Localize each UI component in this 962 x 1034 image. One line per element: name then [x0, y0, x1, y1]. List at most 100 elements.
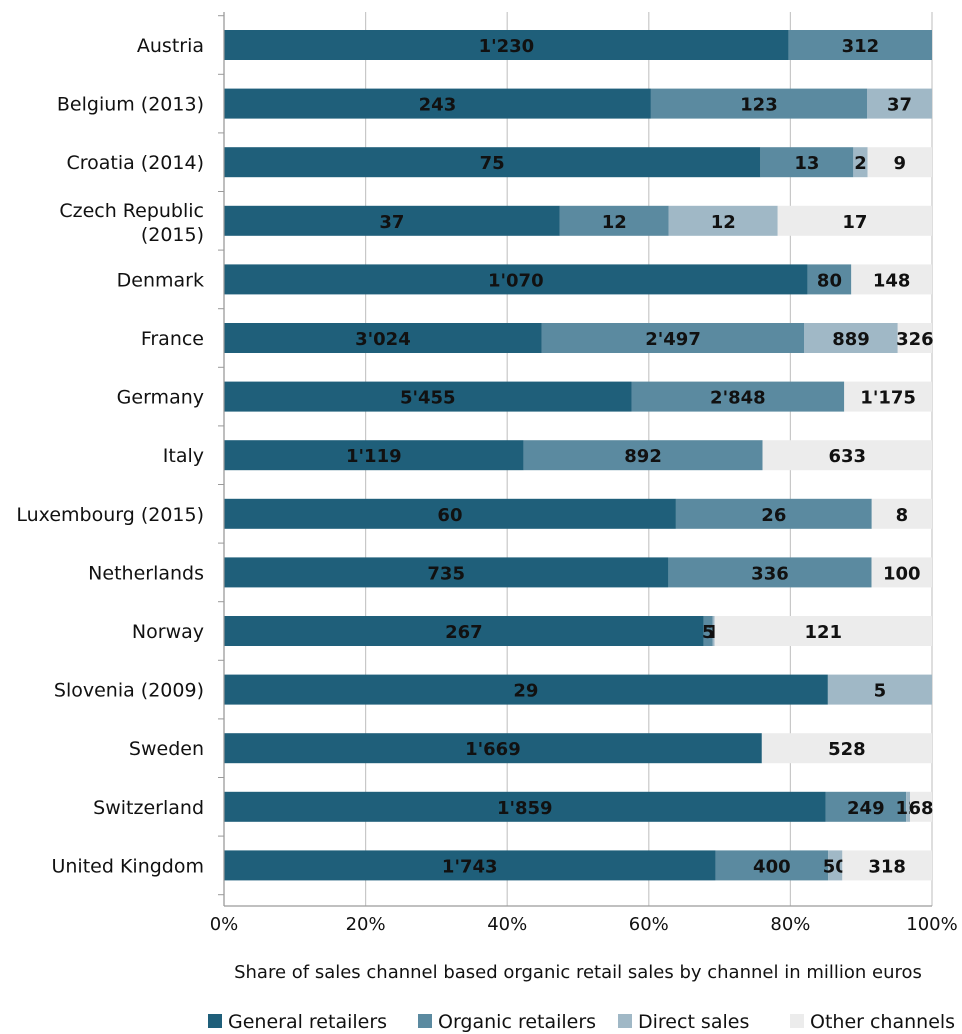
data-label: 123 [740, 95, 778, 116]
bar-segment-organic [668, 557, 872, 588]
data-label: 2 [854, 153, 867, 174]
data-label: 3'024 [355, 329, 411, 350]
bar-segment-general [224, 88, 651, 119]
bar-segment-other [867, 147, 932, 178]
bar-segment-other [897, 323, 932, 353]
bar-segment-direct [827, 674, 932, 705]
bar-segment-general [224, 733, 762, 764]
country-label: Belgium (2013) [57, 94, 204, 116]
country-label: Sweden [129, 738, 204, 760]
bar-segment-general [224, 850, 716, 881]
data-label: 1'119 [346, 446, 402, 467]
x-axis-title: Share of sales channel based organic ret… [234, 962, 922, 983]
country-label: United Kingdom [51, 855, 204, 877]
data-label: 17 [842, 212, 867, 233]
data-label: 1'175 [860, 388, 916, 409]
bar-segment-general [224, 616, 704, 646]
bar-segment-organic [675, 498, 872, 529]
data-label: 2'848 [710, 388, 766, 409]
bar-segment-direct [828, 850, 843, 881]
data-label: 892 [624, 446, 662, 467]
data-label: 1'230 [479, 36, 535, 57]
data-label: 12 [711, 212, 736, 233]
bar-segment-general [224, 557, 669, 588]
data-label: 528 [828, 739, 866, 760]
country-label: Austria [137, 35, 204, 57]
country-label: Denmark [117, 269, 204, 291]
bar-segment-other [909, 791, 932, 822]
data-label: 889 [832, 329, 870, 350]
country-label: Luxembourg (2015) [16, 504, 204, 526]
data-label: 29 [513, 681, 538, 702]
data-label: 1'743 [442, 856, 498, 877]
bar-segment-general [224, 791, 826, 822]
data-label: 400 [753, 856, 791, 877]
legend-label-other: Other channels [810, 1011, 955, 1033]
bar-segment-other [851, 264, 932, 295]
x-tick-label: 60% [629, 914, 669, 935]
country-labels: Austria Belgium (2013) Croatia (2014) Czech… [16, 35, 204, 877]
x-axis: 0% 20% 40% 60% 80% 100% [210, 12, 958, 935]
x-tick-label: 20% [346, 914, 386, 935]
data-label: 100 [883, 563, 921, 584]
bar-segment-organic [703, 616, 713, 646]
x-tick-label: 80% [770, 914, 810, 935]
data-label: 318 [868, 856, 906, 877]
bar-segment-organic [715, 850, 829, 881]
data-label: 336 [751, 563, 789, 584]
bar-segment-other [714, 616, 932, 646]
bar-segment-organic [650, 88, 867, 119]
legend-label-general: General retailers [228, 1011, 387, 1033]
data-label: 26 [761, 505, 786, 526]
country-label: Switzerland [93, 797, 204, 819]
bar-segment-organic [541, 323, 805, 353]
country-label: Germany [117, 387, 204, 409]
legend-swatch-direct [618, 1014, 632, 1028]
bar-segment-general [224, 264, 808, 295]
bar-segment-general [224, 674, 828, 705]
bar-segment-other [871, 498, 932, 529]
x-tick-label: 100% [906, 914, 957, 935]
data-label: 75 [480, 153, 505, 174]
bar-segment-other [762, 440, 932, 471]
country-label: Norway [132, 621, 204, 643]
bar-segment-organic [760, 147, 854, 178]
bar-segment-direct [804, 323, 898, 353]
data-label: 243 [419, 95, 457, 116]
data-label: 8 [896, 505, 909, 526]
data-label: 148 [873, 270, 911, 291]
country-label: Slovenia (2009) [54, 680, 204, 702]
data-label: 50 [823, 856, 848, 877]
legend-swatch-other [790, 1014, 804, 1028]
bar-segment-organic [631, 381, 845, 412]
x-tick-label: 0% [210, 914, 239, 935]
legend-label-direct: Direct sales [638, 1011, 749, 1033]
bar-segment-general [224, 498, 676, 529]
country-label: Croatia (2014) [66, 152, 204, 174]
bar-segment-other [844, 381, 932, 412]
legend: General retailers Organic retailers Direct… [208, 1011, 955, 1033]
data-label: 1'859 [497, 798, 553, 819]
country-label: Italy [163, 445, 204, 467]
bar-segment-general [224, 440, 524, 471]
data-label: 121 [804, 622, 842, 643]
data-label: 249 [847, 798, 885, 819]
data-label: 5'455 [400, 388, 456, 409]
legend-swatch-organic [418, 1014, 432, 1028]
data-label: 2'497 [645, 329, 701, 350]
data-label: 326 [896, 329, 934, 350]
legend-swatch-general [208, 1014, 222, 1028]
country-label: Czech Republic (2015) [59, 200, 204, 246]
data-label: 267 [445, 622, 483, 643]
data-label: 1'070 [488, 270, 544, 291]
legend-label-organic: Organic retailers [438, 1011, 596, 1033]
data-label: 9 [894, 153, 907, 174]
data-label: 633 [828, 446, 866, 467]
data-label: 12 [602, 212, 627, 233]
bar-segment-organic [523, 440, 763, 471]
data-label: 5 [874, 681, 887, 702]
data-label: 68 [908, 798, 933, 819]
data-label: 5 [702, 622, 715, 643]
